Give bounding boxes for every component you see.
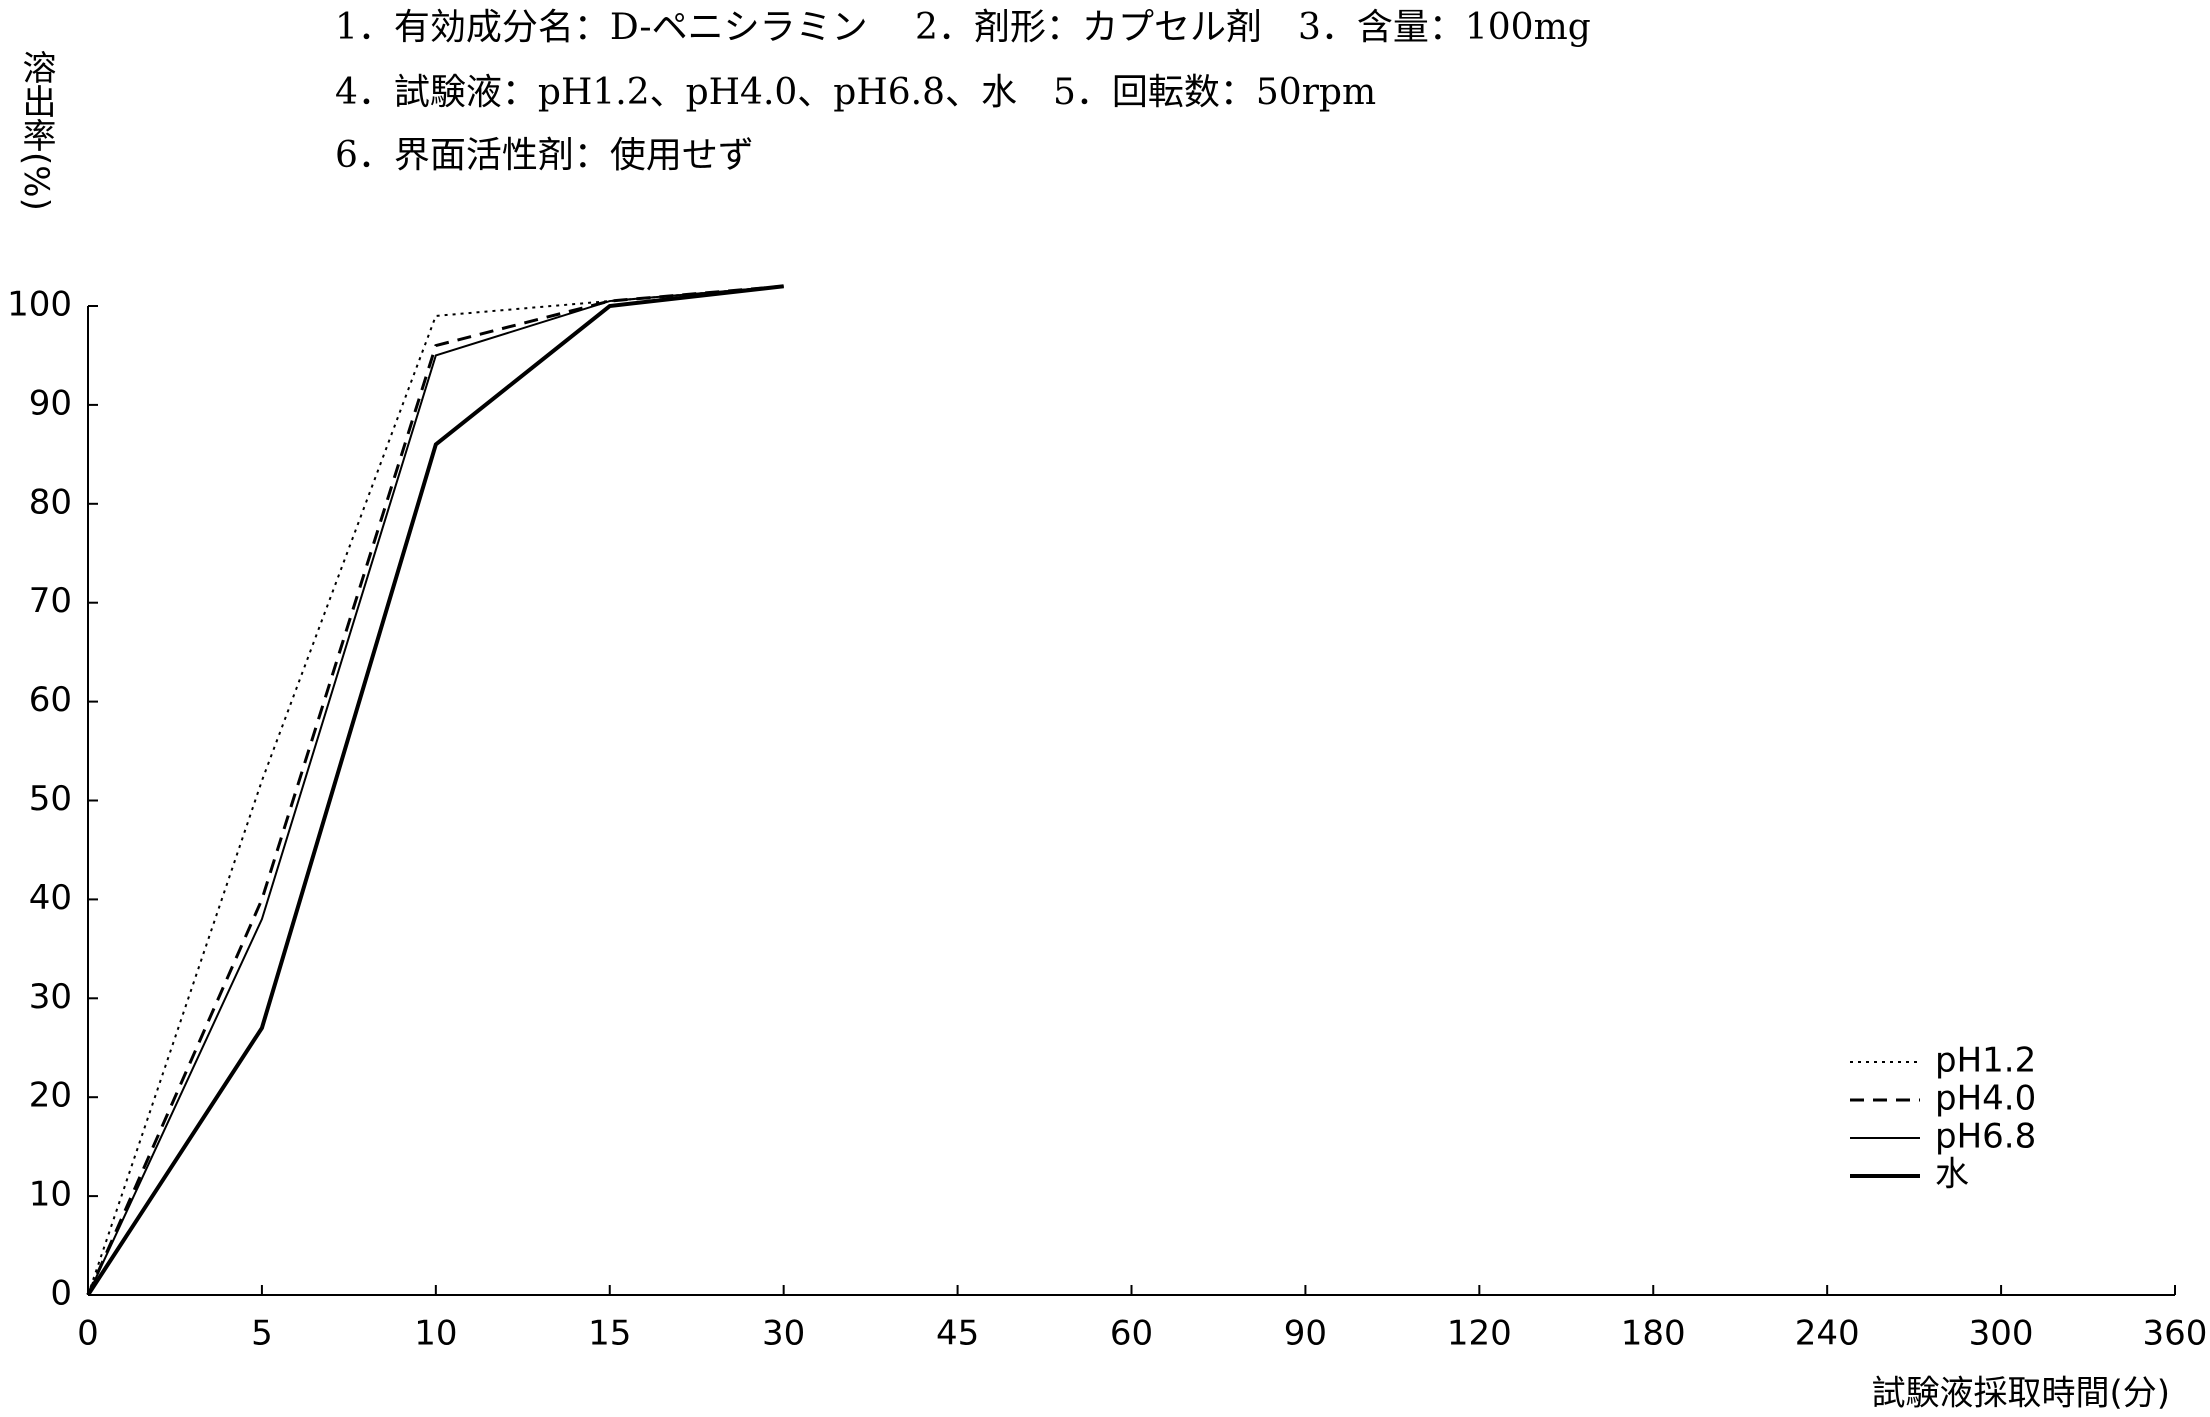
series-line xyxy=(87,285,784,1296)
x-tick-label: 45 xyxy=(936,1314,979,1354)
legend-label: pH4.0 xyxy=(1935,1079,2036,1119)
x-tick-label: 30 xyxy=(762,1314,805,1354)
x-tick-label: 15 xyxy=(588,1314,631,1354)
x-tick-label: 5 xyxy=(251,1314,273,1354)
x-tick-label: 300 xyxy=(1969,1314,2034,1354)
x-tick-label: 360 xyxy=(2143,1314,2208,1354)
series-line xyxy=(86,284,784,1297)
chart-title: 6．界面活性剤：使用せず xyxy=(335,135,754,176)
y-tick-label: 20 xyxy=(29,1076,72,1116)
x-tick-label: 60 xyxy=(1110,1314,1153,1354)
y-tick-label: 80 xyxy=(29,482,72,522)
y-axis-label: 溶出率(%) xyxy=(16,50,56,211)
y-tick-label: 90 xyxy=(29,383,72,423)
x-tick-label: 90 xyxy=(1284,1314,1327,1354)
chart-title: 4．試験液：pH1.2、pH4.0、pH6.8、水 5．回転数：50rpm xyxy=(335,72,1376,113)
x-tick-label: 10 xyxy=(414,1314,457,1354)
y-tick-label: 60 xyxy=(29,680,72,720)
y-tick-label: 10 xyxy=(29,1175,72,1215)
y-tick-label: 50 xyxy=(29,779,72,819)
x-tick-label: 240 xyxy=(1795,1314,1860,1354)
series-line xyxy=(86,284,784,1296)
y-tick-label: 0 xyxy=(50,1274,72,1314)
legend-label: 水 xyxy=(1935,1155,1969,1195)
legend-label: pH6.8 xyxy=(1935,1117,2036,1157)
x-tick-label: 120 xyxy=(1447,1314,1512,1354)
x-tick-label: 0 xyxy=(77,1314,99,1354)
y-tick-label: 70 xyxy=(29,581,72,621)
y-tick-label: 100 xyxy=(7,285,72,325)
y-tick-label: 30 xyxy=(29,977,72,1017)
chart-title: 1．有効成分名：D-ペニシラミン 2．剤形：カプセル剤 3．含量：100mg xyxy=(335,7,1591,48)
x-axis-label: 試験液採取時間(分) xyxy=(1871,1374,2170,1414)
x-tick-label: 180 xyxy=(1621,1314,1686,1354)
series-line xyxy=(87,285,784,1296)
legend-label: pH1.2 xyxy=(1935,1041,2036,1081)
y-tick-label: 40 xyxy=(29,878,72,918)
